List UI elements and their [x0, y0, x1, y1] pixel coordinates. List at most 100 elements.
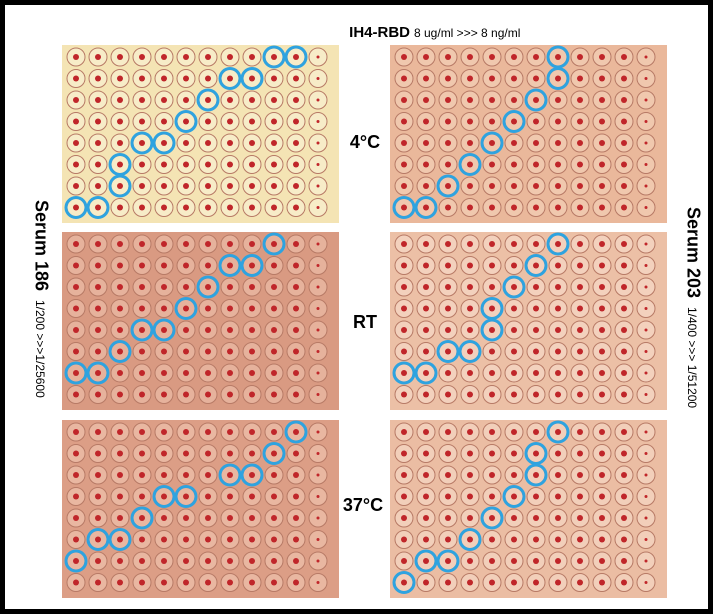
well-spot [511, 493, 517, 500]
endpoint-marker [108, 528, 132, 551]
well-spot [555, 515, 561, 521]
well-spot [249, 262, 255, 269]
well-spot [183, 204, 189, 211]
well-spot [205, 284, 211, 290]
well-spot [227, 327, 233, 333]
well-spot [533, 204, 539, 211]
well-spot [445, 558, 451, 564]
well-spot [73, 558, 79, 564]
well-spot [183, 75, 189, 82]
well-spot [577, 97, 583, 103]
endpoint-marker [524, 254, 548, 277]
well-spot [249, 241, 255, 247]
well-spot [205, 262, 211, 269]
well-spot [489, 370, 495, 376]
endpoint-marker [524, 463, 548, 487]
well-spot [577, 515, 583, 521]
well-spot [489, 118, 495, 125]
well-spot [271, 515, 277, 521]
well-spot [161, 97, 167, 103]
well-spot [117, 429, 123, 435]
well-spot [445, 450, 451, 457]
well-spot [577, 75, 583, 82]
well-spot [205, 536, 211, 543]
well-spot [117, 161, 123, 168]
well-spot [511, 536, 517, 543]
well-spot [467, 118, 473, 125]
well-spot [533, 536, 539, 543]
well-spot [205, 558, 211, 564]
well-spot [401, 97, 407, 103]
well-spot [511, 579, 517, 586]
well-spot [271, 472, 277, 478]
well-spot [621, 327, 627, 333]
well-spot [401, 204, 407, 211]
well-spot [423, 515, 429, 521]
well-spot [401, 75, 407, 82]
figure-canvas: IH4-RBD 8 ug/ml >>> 8 ng/ml 4°C RT 37°C … [31, 24, 703, 598]
well-spot [227, 118, 233, 125]
well-spot [205, 118, 211, 125]
well-spot [577, 429, 583, 435]
endpoint-marker [130, 318, 154, 342]
well-spot [621, 579, 627, 586]
well-spot [293, 579, 299, 586]
well-spot [511, 262, 517, 269]
well-spot [467, 75, 473, 82]
well-spot [316, 430, 320, 434]
well-spot [293, 284, 299, 290]
well-spot [316, 516, 320, 520]
well-spot [316, 495, 320, 498]
well-spot [489, 54, 495, 60]
well-spot [161, 579, 167, 586]
endpoint-marker [218, 67, 242, 90]
well-spot [599, 515, 605, 521]
well-spot [227, 558, 233, 564]
well-spot [161, 493, 167, 500]
well-spot [621, 370, 627, 376]
well-spot [293, 536, 299, 543]
well-spot [489, 348, 495, 355]
well-spot [467, 327, 473, 333]
well-spot [227, 75, 233, 82]
well-spot [293, 370, 299, 376]
well-spot [117, 241, 123, 247]
well-spot [511, 97, 517, 103]
well-spot [316, 393, 320, 396]
well-spot [316, 473, 320, 477]
well-spot [533, 118, 539, 125]
well-spot [445, 370, 451, 376]
well-spot [423, 75, 429, 82]
well-spot [577, 118, 583, 125]
well-spot [644, 242, 648, 246]
well-spot [555, 558, 561, 564]
well-spot [293, 327, 299, 333]
well-spot [599, 450, 605, 457]
well-spot [271, 140, 277, 146]
well-spot [205, 204, 211, 211]
well-spot [621, 241, 627, 247]
well-spot [401, 450, 407, 457]
well-spot [489, 579, 495, 586]
well-spot [577, 450, 583, 457]
well-spot [533, 472, 539, 478]
well-spot [161, 429, 167, 435]
well-spot [95, 472, 101, 478]
well-spot [271, 161, 277, 168]
well-spot [644, 393, 648, 396]
endpoint-marker [152, 485, 176, 508]
well-spot [316, 184, 320, 188]
well-spot [227, 241, 233, 247]
well-spot [423, 391, 429, 398]
well-spot [271, 241, 277, 247]
well-spot [599, 97, 605, 103]
endpoint-marker [524, 88, 548, 112]
well-spot [511, 161, 517, 168]
well-spot [117, 118, 123, 125]
well-spot [271, 305, 277, 312]
well-spot [271, 75, 277, 82]
well-spot [445, 472, 451, 478]
well-spot [227, 204, 233, 211]
well-spot [423, 579, 429, 586]
well-spot [644, 559, 648, 563]
